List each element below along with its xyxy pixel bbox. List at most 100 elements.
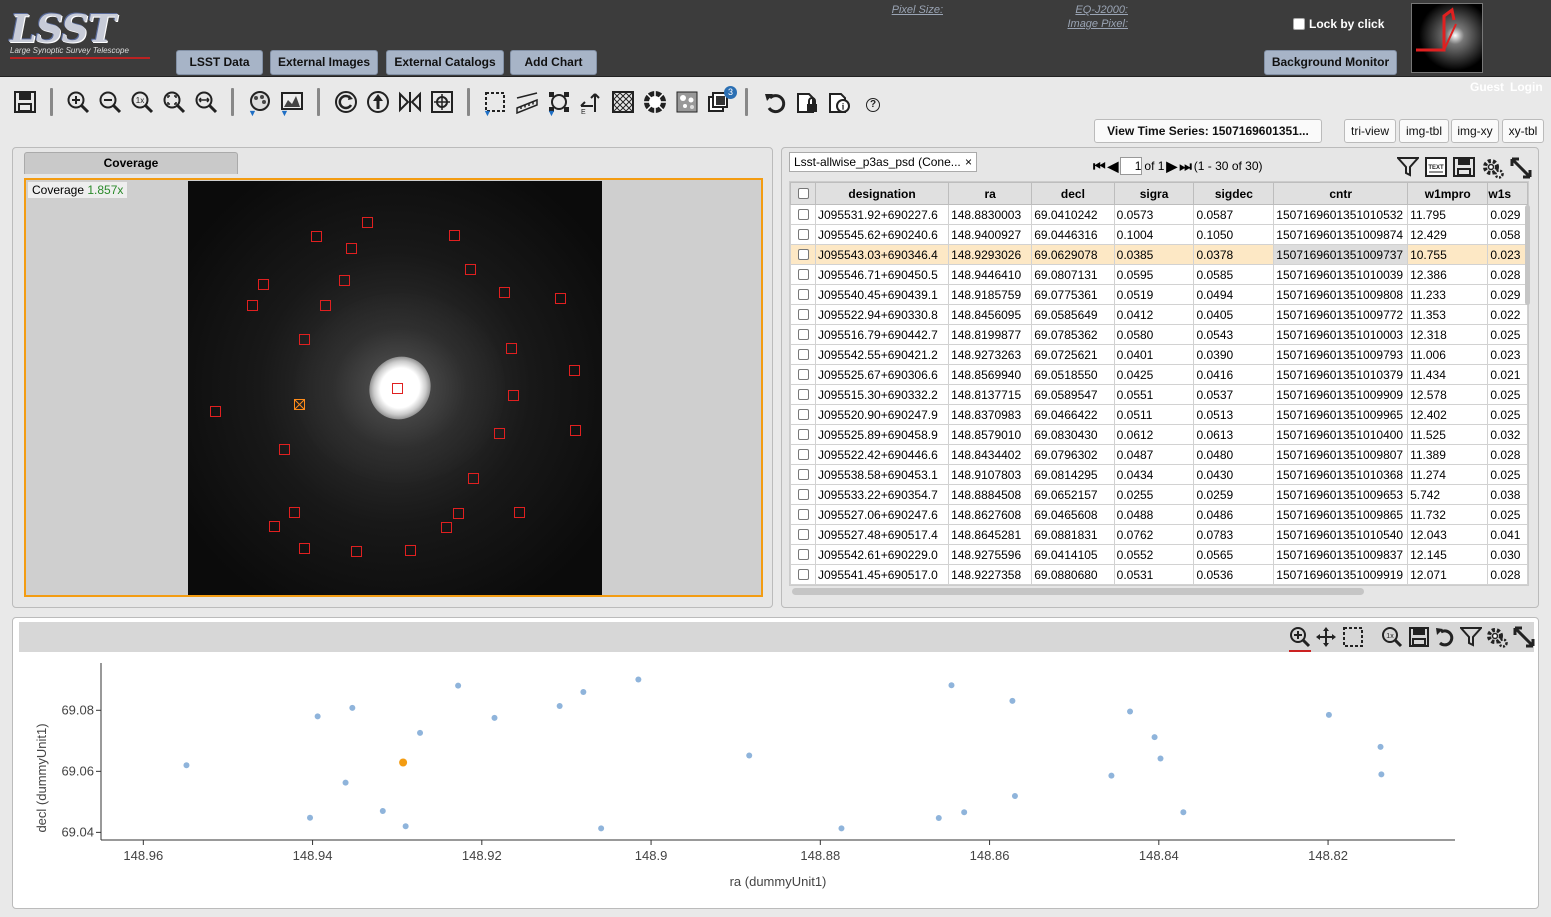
row-select-cell[interactable] bbox=[790, 244, 816, 265]
catalog-marker[interactable] bbox=[569, 365, 580, 376]
scatter-point[interactable] bbox=[417, 729, 424, 736]
row-checkbox[interactable] bbox=[797, 469, 809, 480]
catalog-marker[interactable] bbox=[570, 425, 581, 436]
external-catalogs-button[interactable]: External Catalogs bbox=[386, 50, 504, 75]
scatter-point[interactable] bbox=[314, 713, 321, 720]
zoom-in-icon[interactable] bbox=[64, 88, 92, 116]
row-select-cell[interactable] bbox=[790, 444, 816, 465]
color-stretch-icon[interactable]: ▼ bbox=[246, 88, 274, 118]
vertical-scrollbar[interactable] bbox=[1525, 205, 1530, 305]
column-header[interactable]: designation bbox=[814, 182, 950, 205]
grid-icon[interactable] bbox=[609, 88, 637, 116]
column-header[interactable]: w1s bbox=[1487, 182, 1528, 205]
img-xy-button[interactable]: img-xy bbox=[1451, 119, 1499, 143]
recenter-icon[interactable] bbox=[428, 88, 456, 116]
save-icon[interactable] bbox=[11, 88, 39, 116]
settings-gear-icon[interactable] bbox=[1482, 157, 1504, 183]
table-row[interactable]: J095520.90+690247.9 148.8370983 69.0466422… bbox=[790, 404, 1528, 425]
scatter-point[interactable] bbox=[349, 704, 356, 711]
table-row[interactable]: J095522.42+690446.6 148.8434402 69.0796302… bbox=[790, 444, 1528, 465]
row-select-cell[interactable] bbox=[790, 524, 816, 545]
scatter-point[interactable] bbox=[1180, 809, 1187, 816]
catalog-marker[interactable] bbox=[405, 545, 416, 556]
row-checkbox[interactable] bbox=[797, 449, 809, 460]
row-checkbox[interactable] bbox=[797, 289, 809, 300]
save-table-icon[interactable] bbox=[1453, 157, 1475, 181]
table-row[interactable]: J095540.45+690439.1 148.9185759 69.0775361… bbox=[790, 284, 1528, 305]
catalog-marker[interactable] bbox=[320, 300, 331, 311]
catalog-marker[interactable] bbox=[279, 444, 290, 455]
row-select-cell[interactable] bbox=[790, 564, 816, 585]
row-select-cell[interactable] bbox=[790, 204, 816, 225]
sky-image[interactable] bbox=[188, 181, 602, 595]
catalog-marker[interactable] bbox=[210, 406, 221, 417]
text-view-icon[interactable]: TEXT bbox=[1425, 157, 1447, 181]
scatter-point[interactable] bbox=[1011, 793, 1018, 800]
scatter-point[interactable] bbox=[580, 688, 587, 695]
catalog-marker[interactable] bbox=[468, 473, 479, 484]
table-row[interactable]: J095527.48+690517.4 148.8645281 69.0881831… bbox=[790, 524, 1528, 545]
row-select-cell[interactable] bbox=[790, 424, 816, 445]
select-mode-icon[interactable] bbox=[1342, 626, 1364, 652]
background-monitor-button[interactable]: Background Monitor bbox=[1264, 50, 1397, 75]
zoom-out-icon[interactable] bbox=[96, 88, 124, 116]
row-select-cell[interactable] bbox=[790, 544, 816, 565]
add-chart-button[interactable]: Add Chart bbox=[510, 50, 597, 75]
row-select-cell[interactable] bbox=[790, 344, 816, 365]
row-checkbox[interactable] bbox=[797, 509, 809, 520]
table-row[interactable]: J095542.61+690229.0 148.9275596 69.0414105… bbox=[790, 544, 1528, 565]
catalog-marker[interactable] bbox=[441, 522, 452, 533]
row-checkbox[interactable] bbox=[797, 349, 809, 360]
row-checkbox[interactable] bbox=[797, 269, 809, 280]
zoom-1x-icon[interactable]: 1x bbox=[128, 88, 156, 116]
scatter-point[interactable] bbox=[935, 815, 942, 822]
select-area-icon[interactable]: ▼ bbox=[481, 88, 509, 118]
table-row[interactable]: J095543.03+690346.4 148.9293026 69.0629078… bbox=[790, 244, 1528, 265]
table-row[interactable]: J095531.92+690227.6 148.8830003 69.0410242… bbox=[790, 204, 1528, 225]
table-row[interactable]: J095516.79+690442.7 148.8199877 69.0785362… bbox=[790, 324, 1528, 345]
pan-icon[interactable] bbox=[1315, 626, 1337, 652]
scatter-point[interactable] bbox=[183, 762, 190, 769]
row-select-cell[interactable] bbox=[790, 464, 816, 485]
select-all-checkbox[interactable] bbox=[797, 188, 809, 199]
catalog-marker[interactable] bbox=[339, 275, 350, 286]
row-select-cell[interactable] bbox=[790, 304, 816, 325]
close-tab-icon[interactable]: × bbox=[964, 155, 972, 169]
chart-filter-icon[interactable] bbox=[1458, 626, 1484, 652]
zoom-mode-icon[interactable] bbox=[1289, 626, 1311, 656]
last-page-icon[interactable]: ⏭ bbox=[1179, 157, 1192, 174]
row-select-cell[interactable] bbox=[790, 484, 816, 505]
catalog-marker[interactable] bbox=[311, 231, 322, 242]
row-checkbox[interactable] bbox=[797, 429, 809, 440]
table-row[interactable]: J095545.62+690240.6 148.9400927 69.0446316… bbox=[790, 224, 1528, 245]
table-row[interactable]: J095538.58+690453.1 148.9107803 69.0814295… bbox=[790, 464, 1528, 485]
row-select-cell[interactable] bbox=[790, 264, 816, 285]
row-checkbox[interactable] bbox=[797, 389, 809, 400]
row-select-cell[interactable] bbox=[790, 224, 816, 245]
scatter-point[interactable] bbox=[491, 714, 498, 721]
north-up-icon[interactable] bbox=[364, 88, 392, 116]
table-row[interactable]: J095525.89+690458.9 148.8579010 69.0830430… bbox=[790, 424, 1528, 445]
scatter-point[interactable] bbox=[379, 808, 386, 815]
scatter-point[interactable] bbox=[1127, 708, 1134, 715]
row-checkbox[interactable] bbox=[797, 209, 809, 220]
catalog-marker[interactable] bbox=[269, 521, 280, 532]
zoom-fit-icon[interactable] bbox=[160, 88, 188, 116]
img-tbl-button[interactable]: img-tbl bbox=[1399, 119, 1449, 143]
column-header[interactable]: cntr bbox=[1273, 182, 1409, 205]
undo-icon[interactable] bbox=[761, 88, 789, 116]
select-all-header[interactable] bbox=[790, 182, 816, 205]
table-row[interactable]: J095515.30+690332.2 148.8137715 69.0589547… bbox=[790, 384, 1528, 405]
column-header[interactable]: sigra bbox=[1113, 182, 1195, 205]
scatter-point-selected[interactable] bbox=[399, 758, 408, 767]
scatter-point[interactable] bbox=[1157, 755, 1164, 762]
lsst-data-button[interactable]: LSST Data bbox=[176, 50, 263, 75]
coverage-image-viewer[interactable]: Coverage 1.857x bbox=[24, 178, 763, 597]
scatter-point[interactable] bbox=[598, 825, 605, 832]
catalog-marker[interactable] bbox=[351, 546, 362, 557]
catalog-marker[interactable] bbox=[289, 507, 300, 518]
table-row[interactable]: J095533.22+690354.7 148.8884508 69.0652157… bbox=[790, 484, 1528, 505]
column-header[interactable]: decl bbox=[1031, 182, 1115, 205]
flip-icon[interactable] bbox=[396, 88, 424, 116]
table-row[interactable]: J095525.67+690306.6 148.8569940 69.0518550… bbox=[790, 364, 1528, 385]
